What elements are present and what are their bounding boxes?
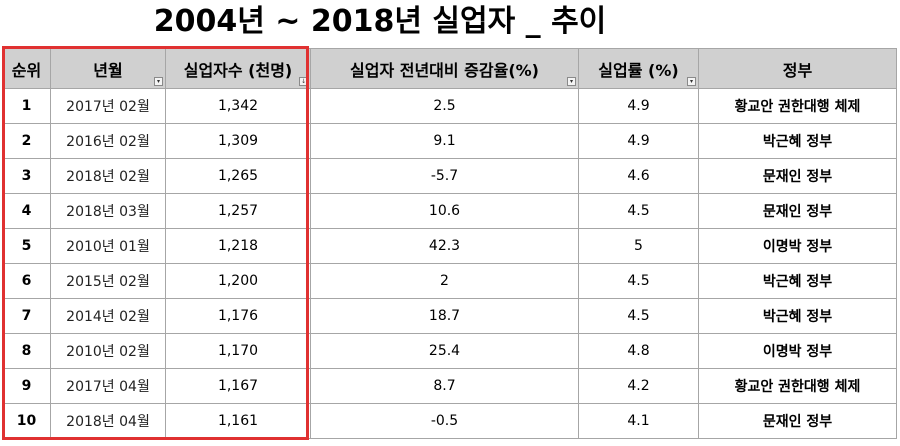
cell-count: 1,167 [165, 368, 311, 404]
cell-change: 18.7 [310, 298, 579, 334]
cell-government: 이명박 정부 [698, 228, 897, 264]
cell-government: 문재인 정부 [698, 193, 897, 229]
header-government: 정부 [698, 48, 897, 89]
header-rank: 순위 [2, 48, 51, 89]
table-row: 7 2014년 02월 1,176 18.7 4.5 박근혜 정부 [2, 298, 897, 334]
cell-change: 25.4 [310, 333, 579, 369]
table-row: 4 2018년 03월 1,257 10.6 4.5 문재인 정부 [2, 193, 897, 229]
cell-count: 1,265 [165, 158, 311, 194]
cell-rank: 9 [2, 368, 51, 404]
cell-year-month: 2010년 02월 [50, 333, 166, 369]
cell-change: 8.7 [310, 368, 579, 404]
header-label: 실업자수 (천명) [183, 60, 293, 80]
cell-rate: 4.9 [578, 123, 699, 159]
cell-rate: 4.1 [578, 403, 699, 439]
cell-count: 1,257 [165, 193, 311, 229]
filter-dropdown-icon[interactable]: ▾ [687, 77, 696, 86]
header-label: 정부 [782, 60, 813, 80]
cell-rank: 1 [2, 88, 51, 124]
table-row: 9 2017년 04월 1,167 8.7 4.2 황교안 권한대행 체제 [2, 368, 897, 404]
cell-change: 2 [310, 263, 579, 299]
cell-government: 문재인 정부 [698, 403, 897, 439]
cell-rate: 5 [578, 228, 699, 264]
cell-year-month: 2014년 02월 [50, 298, 166, 334]
cell-rank: 4 [2, 193, 51, 229]
table-row: 6 2015년 02월 1,200 2 4.5 박근혜 정부 [2, 263, 897, 299]
cell-government: 문재인 정부 [698, 158, 897, 194]
cell-year-month: 2018년 03월 [50, 193, 166, 229]
table-row: 2 2016년 02월 1,309 9.1 4.9 박근혜 정부 [2, 123, 897, 159]
filter-dropdown-icon[interactable]: ▾ [154, 77, 163, 86]
cell-government: 이명박 정부 [698, 333, 897, 369]
header-label: 실업자 전년대비 증감율(%) [350, 60, 539, 80]
header-unemployment-rate[interactable]: 실업률 (%) ▾ [578, 48, 699, 89]
cell-rank: 10 [2, 403, 51, 439]
cell-rate: 4.9 [578, 88, 699, 124]
cell-year-month: 2010년 01월 [50, 228, 166, 264]
table-row: 8 2010년 02월 1,170 25.4 4.8 이명박 정부 [2, 333, 897, 369]
cell-change: -0.5 [310, 403, 579, 439]
cell-count: 1,200 [165, 263, 311, 299]
cell-change: -5.7 [310, 158, 579, 194]
cell-year-month: 2018년 02월 [50, 158, 166, 194]
cell-government: 박근혜 정부 [698, 123, 897, 159]
sort-desc-icon[interactable]: ↓ [299, 77, 308, 86]
table-row: 5 2010년 01월 1,218 42.3 5 이명박 정부 [2, 228, 897, 264]
filter-dropdown-icon[interactable]: ▾ [567, 77, 576, 86]
cell-count: 1,161 [165, 403, 311, 439]
cell-year-month: 2015년 02월 [50, 263, 166, 299]
cell-rank: 7 [2, 298, 51, 334]
cell-year-month: 2016년 02월 [50, 123, 166, 159]
cell-rate: 4.5 [578, 298, 699, 334]
cell-year-month: 2017년 04월 [50, 368, 166, 404]
header-label: 순위 [11, 60, 42, 80]
cell-government: 박근혜 정부 [698, 263, 897, 299]
cell-count: 1,218 [165, 228, 311, 264]
header-unemployed-count[interactable]: 실업자수 (천명) ↓ [165, 48, 311, 89]
cell-change: 2.5 [310, 88, 579, 124]
cell-government: 박근혜 정부 [698, 298, 897, 334]
cell-rank: 3 [2, 158, 51, 194]
table-header-row: 순위 년월 ▾ 실업자수 (천명) ↓ 실업자 전년대비 증감율(%) ▾ 실업률 (… [2, 48, 897, 89]
cell-rate: 4.5 [578, 193, 699, 229]
table-row: 1 2017년 02월 1,342 2.5 4.9 황교안 권한대행 체제 [2, 88, 897, 124]
cell-rank: 8 [2, 333, 51, 369]
cell-count: 1,170 [165, 333, 311, 369]
table-row: 3 2018년 02월 1,265 -5.7 4.6 문재인 정부 [2, 158, 897, 194]
cell-year-month: 2018년 04월 [50, 403, 166, 439]
cell-government: 황교안 권한대행 체제 [698, 88, 897, 124]
cell-rank: 6 [2, 263, 51, 299]
header-yoy-change[interactable]: 실업자 전년대비 증감율(%) ▾ [310, 48, 579, 89]
page-title: 2004년 ~ 2018년 실업자 _ 추이 [153, 4, 607, 39]
cell-change: 42.3 [310, 228, 579, 264]
cell-count: 1,342 [165, 88, 311, 124]
cell-count: 1,309 [165, 123, 311, 159]
unemployment-table: 순위 년월 ▾ 실업자수 (천명) ↓ 실업자 전년대비 증감율(%) ▾ 실업률 (… [2, 48, 897, 439]
cell-change: 9.1 [310, 123, 579, 159]
header-label: 년월 [93, 60, 123, 80]
cell-change: 10.6 [310, 193, 579, 229]
cell-rate: 4.6 [578, 158, 699, 194]
header-label: 실업률 (%) [598, 60, 679, 80]
cell-year-month: 2017년 02월 [50, 88, 166, 124]
cell-rate: 4.8 [578, 333, 699, 369]
cell-government: 황교안 권한대행 체제 [698, 368, 897, 404]
cell-rank: 2 [2, 123, 51, 159]
cell-rank: 5 [2, 228, 51, 264]
table-row: 10 2018년 04월 1,161 -0.5 4.1 문재인 정부 [2, 403, 897, 439]
cell-rate: 4.5 [578, 263, 699, 299]
cell-rate: 4.2 [578, 368, 699, 404]
header-year-month[interactable]: 년월 ▾ [50, 48, 166, 89]
cell-count: 1,176 [165, 298, 311, 334]
